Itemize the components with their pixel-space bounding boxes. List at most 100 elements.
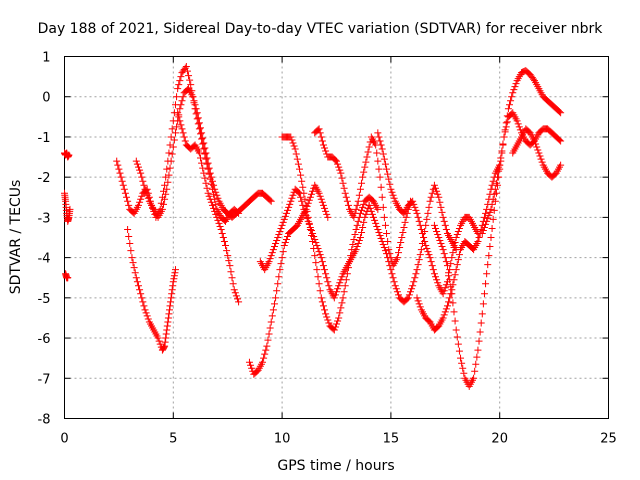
- data-point: [365, 201, 373, 209]
- data-point: [289, 191, 297, 199]
- data-point: [441, 221, 449, 229]
- y-tick-label: -8: [38, 413, 51, 428]
- data-point: [178, 125, 186, 133]
- data-point: [190, 97, 198, 105]
- data-point: [330, 326, 338, 334]
- data-point: [414, 297, 422, 305]
- data-point: [312, 239, 320, 247]
- data-point: [351, 230, 359, 238]
- data-point: [278, 221, 286, 229]
- data-point: [422, 242, 430, 250]
- data-point: [143, 191, 151, 199]
- data-point: [411, 274, 419, 282]
- data-point: [266, 255, 274, 263]
- data-point: [280, 242, 288, 250]
- series-arc15: [430, 67, 565, 390]
- data-point: [379, 241, 387, 249]
- data-point: [507, 97, 515, 105]
- data-point: [310, 245, 318, 253]
- data-point: [336, 279, 344, 287]
- data-point: [128, 254, 136, 262]
- data-point: [170, 136, 178, 144]
- data-point: [383, 229, 391, 237]
- y-tick-label: -4: [38, 252, 51, 267]
- data-point: [479, 226, 487, 234]
- data-point: [410, 200, 418, 208]
- data-point: [141, 185, 149, 193]
- data-point: [485, 211, 493, 219]
- data-point: [270, 243, 278, 251]
- data-point: [478, 310, 486, 318]
- data-point: [132, 157, 140, 165]
- data-point: [556, 136, 564, 144]
- data-point: [395, 291, 403, 299]
- data-point: [440, 217, 448, 225]
- data-point: [343, 197, 351, 205]
- data-point: [213, 213, 221, 221]
- data-point: [315, 248, 323, 256]
- data-point: [381, 247, 389, 255]
- data-point: [440, 287, 448, 295]
- data-point: [485, 252, 493, 260]
- data-point: [144, 315, 152, 323]
- data-point: [175, 81, 183, 89]
- data-point: [167, 294, 175, 302]
- data-point: [489, 195, 497, 203]
- data-point: [322, 207, 330, 215]
- data-point: [204, 189, 212, 197]
- data-point: [491, 185, 499, 193]
- data-point: [191, 101, 199, 109]
- series-arc2: [61, 189, 74, 225]
- data-point: [450, 308, 458, 316]
- data-point: [413, 209, 421, 217]
- data-point: [171, 129, 179, 137]
- data-point: [386, 180, 394, 188]
- data-point: [433, 187, 441, 195]
- data-point: [316, 129, 324, 137]
- data-point: [483, 217, 491, 225]
- data-point: [163, 322, 171, 330]
- data-point: [389, 274, 397, 282]
- data-point: [409, 197, 417, 205]
- series-arc4: [113, 63, 243, 225]
- data-point: [340, 288, 348, 296]
- data-point: [270, 300, 278, 308]
- data-point: [167, 298, 175, 306]
- data-point: [335, 282, 343, 290]
- data-point: [281, 239, 289, 247]
- data-point: [316, 192, 324, 200]
- data-point: [186, 76, 194, 84]
- data-point: [277, 260, 285, 268]
- data-point: [304, 213, 312, 221]
- data-point: [315, 125, 323, 133]
- data-point: [449, 299, 457, 307]
- data-point: [268, 249, 276, 257]
- data-point: [342, 193, 350, 201]
- data-point: [313, 242, 321, 250]
- data-point: [160, 343, 168, 351]
- data-point: [430, 181, 438, 189]
- data-point: [436, 237, 444, 245]
- data-point: [212, 188, 220, 196]
- data-point: [267, 252, 275, 260]
- data-point: [309, 238, 317, 246]
- data-point: [439, 246, 447, 254]
- data-point: [319, 302, 327, 310]
- data-point: [134, 282, 142, 290]
- data-point: [200, 145, 208, 153]
- data-point: [305, 219, 313, 227]
- data-point: [455, 224, 463, 232]
- data-point: [325, 282, 333, 290]
- data-point: [416, 221, 424, 229]
- data-point: [307, 231, 315, 239]
- data-point: [383, 250, 391, 258]
- data-point: [124, 225, 132, 233]
- data-point: [374, 157, 382, 165]
- data-point: [446, 266, 454, 274]
- data-point: [319, 201, 327, 209]
- data-point: [227, 268, 235, 276]
- grid-layer: [64, 56, 609, 419]
- data-point: [168, 125, 176, 133]
- data-point: [330, 294, 338, 302]
- data-point: [354, 217, 362, 225]
